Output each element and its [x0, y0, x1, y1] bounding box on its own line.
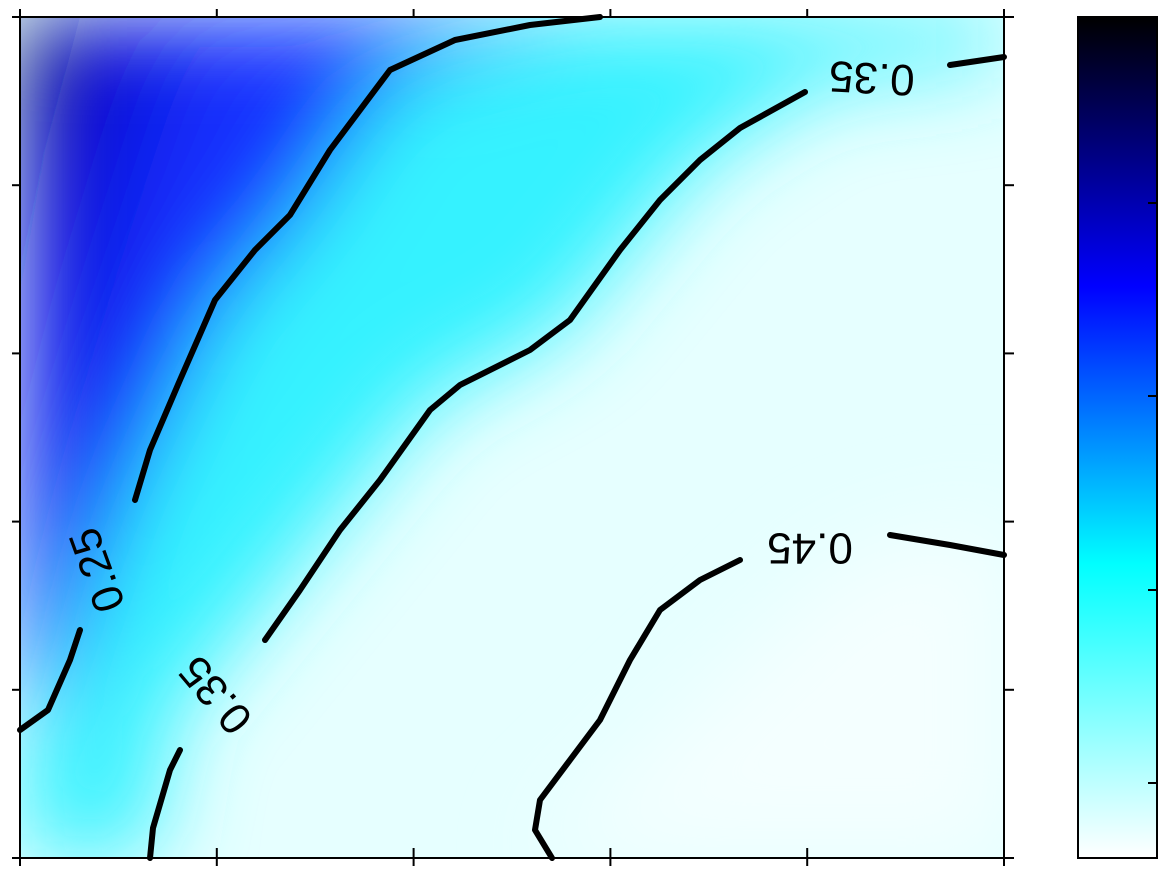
colorbar	[1077, 16, 1158, 859]
colorbar-ticks	[1148, 202, 1157, 784]
plot-frame	[19, 16, 1005, 859]
contour-line-0.35-lower	[147, 89, 808, 861]
contour-line-0.25	[17, 14, 603, 733]
colorbar-frame	[1077, 16, 1158, 859]
colorbar-gradient	[1078, 17, 1157, 858]
contour-line-0.35-upper	[947, 54, 1007, 68]
contour-label-0.35-upper: 0.35	[828, 51, 916, 104]
contour-line-0.45	[532, 532, 1007, 861]
x-axis-ticks	[19, 9, 1005, 866]
y-axis-ticks	[12, 16, 1014, 859]
contour-label-0.45: 0.45	[767, 523, 853, 572]
heatmap-field	[20, 17, 1004, 858]
